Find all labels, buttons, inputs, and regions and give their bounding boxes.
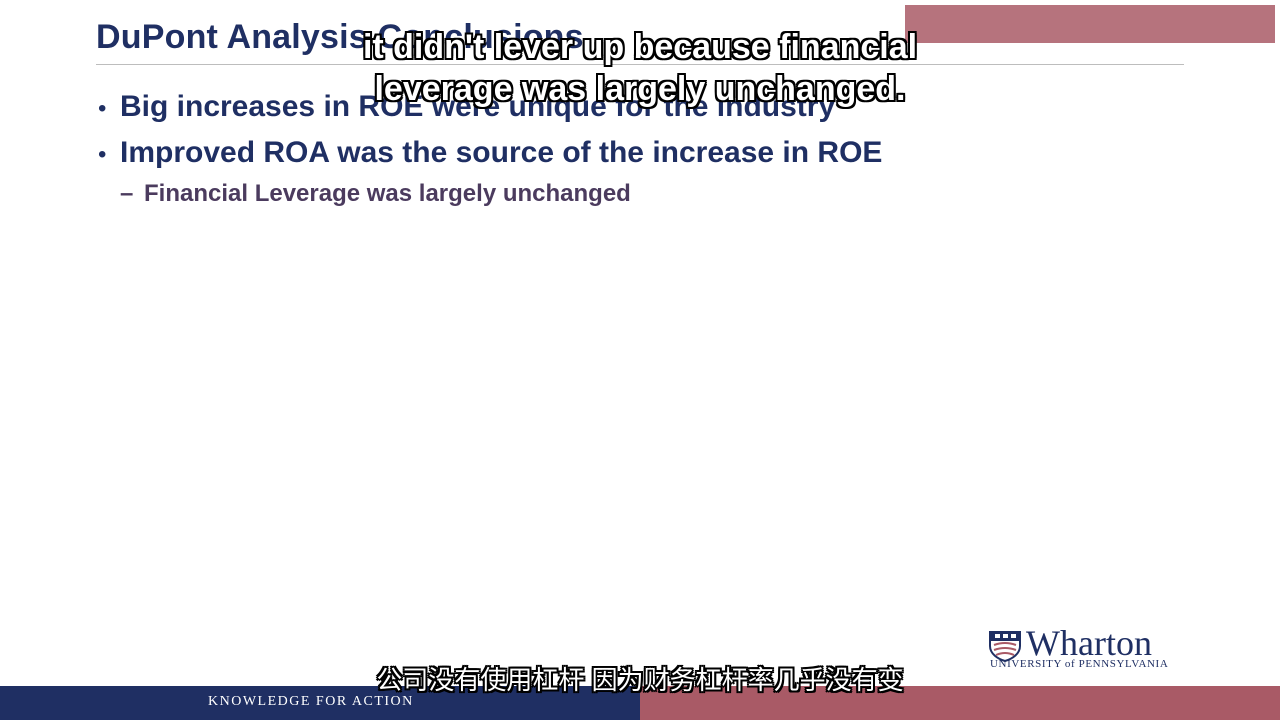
english-subtitle: it didn't lever up because financial lev…	[0, 26, 1280, 110]
footer-tagline: KNOWLEDGE FOR ACTION	[208, 694, 414, 709]
bullet-glyph: •	[98, 141, 107, 168]
bullet-glyph: •	[98, 95, 107, 122]
wharton-logo: Wharton UNIVERSITY of PENNSYLVANIA	[988, 623, 1198, 674]
sub-bullet-text: Financial Leverage was largely unchanged	[144, 180, 631, 207]
footer-navy-band	[0, 686, 640, 720]
bullet-item: • Big increases in ROE were unique for t…	[98, 90, 1098, 124]
sub-bullet-glyph: –	[120, 180, 134, 207]
bullet-item: • Improved ROA was the source of the inc…	[98, 136, 1098, 170]
sub-bullet-item: – Financial Leverage was largely unchang…	[120, 180, 1098, 208]
slide-title: DuPont Analysis Conclusions	[96, 18, 584, 56]
bullet-text: Improved ROA was the source of the incre…	[120, 136, 883, 169]
logo-wordmark: Wharton	[1026, 623, 1152, 663]
title-divider	[96, 64, 1184, 65]
logo-subtext: UNIVERSITY of PENNSYLVANIA	[990, 658, 1169, 670]
english-subtitle-line: it didn't lever up because financial	[362, 28, 918, 66]
header-accent-bar	[905, 5, 1275, 43]
bullet-text: Big increases in ROE were unique for the…	[120, 90, 836, 123]
penn-shield-icon	[989, 631, 1021, 662]
bullet-list: • Big increases in ROE were unique for t…	[98, 90, 1098, 208]
chinese-subtitle: 公司没有使用杠杆 因为财务杠杆率几乎没有变	[376, 665, 904, 695]
footer-burgundy-band	[640, 686, 1280, 720]
english-subtitle-line: leverage was largely unchanged.	[374, 70, 906, 108]
